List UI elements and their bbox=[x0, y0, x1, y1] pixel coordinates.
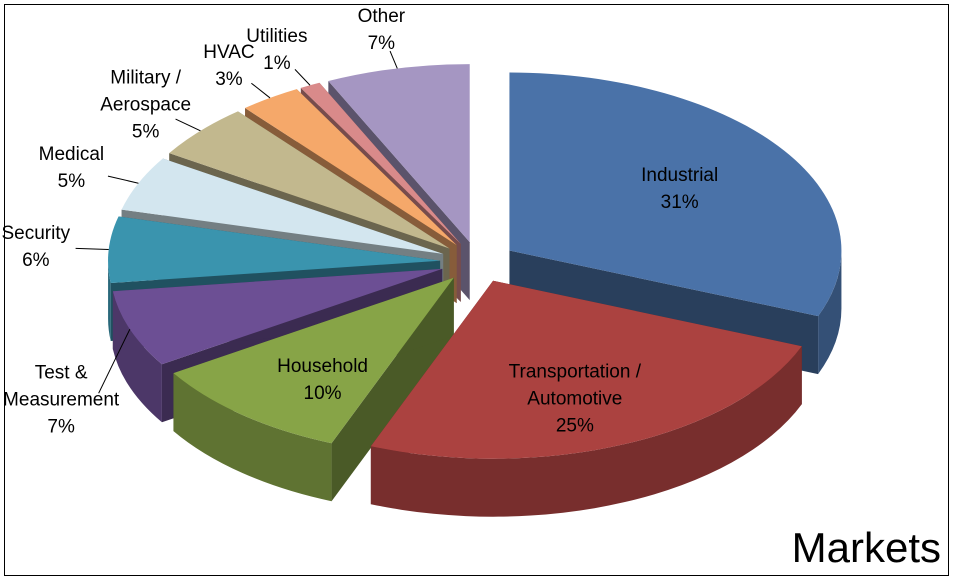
slice-category: Security bbox=[1, 223, 71, 245]
slice-label: Transportation / Automotive 25% bbox=[500, 359, 650, 440]
leader-line bbox=[175, 118, 201, 132]
slice-top bbox=[112, 268, 443, 365]
chart-border bbox=[4, 4, 949, 576]
slice-percent: 31% bbox=[660, 191, 699, 213]
slice-top bbox=[370, 280, 802, 459]
slice-category: Industrial bbox=[641, 164, 719, 186]
slice-category: Utilities bbox=[246, 26, 308, 48]
slice-percent: 3% bbox=[215, 68, 243, 90]
slice-outer-side bbox=[108, 260, 111, 342]
slice-top bbox=[300, 82, 461, 244]
slice-top bbox=[245, 89, 457, 246]
slice-percent: 5% bbox=[57, 170, 86, 192]
slice-percent: 6% bbox=[22, 250, 50, 272]
chart-title: Markets bbox=[791, 524, 941, 571]
slice-label: Industrial 31% bbox=[605, 162, 755, 216]
slice-category: Transportation / Automotive bbox=[508, 361, 642, 410]
leader-line bbox=[294, 69, 311, 86]
leader-line bbox=[75, 247, 109, 251]
slice-outer-side bbox=[112, 291, 162, 423]
slice-category: HVAC bbox=[203, 41, 255, 63]
slice-label: Utilities 1% bbox=[217, 23, 337, 77]
slice-percent: 5% bbox=[131, 121, 160, 143]
slice-percent: 25% bbox=[555, 415, 594, 437]
slice bbox=[370, 280, 802, 517]
slice-label: Military / Aerospace 5% bbox=[86, 64, 206, 145]
leader-line bbox=[107, 175, 139, 184]
slice bbox=[173, 277, 454, 502]
slice-outer-side bbox=[818, 250, 842, 375]
slice-percent: 7% bbox=[47, 416, 75, 438]
slice-outer-side bbox=[370, 346, 802, 517]
slice-top bbox=[169, 111, 450, 249]
leader-line bbox=[251, 82, 271, 99]
slice-label: Medical 5% bbox=[11, 141, 131, 195]
slice-label: Other 7% bbox=[321, 3, 441, 57]
slice-category: Medical bbox=[38, 143, 105, 165]
slice-outer-side bbox=[173, 373, 332, 502]
slice-top bbox=[121, 158, 444, 254]
slice-label: HVAC 3% bbox=[169, 39, 289, 93]
leader-line bbox=[98, 328, 131, 394]
slice-percent: 7% bbox=[367, 33, 396, 55]
slice-top bbox=[173, 277, 454, 444]
slice-percent: 10% bbox=[303, 383, 342, 405]
slice-top bbox=[108, 216, 441, 284]
slice-label: Household 10% bbox=[248, 353, 398, 407]
slice-label: Security 6% bbox=[0, 220, 96, 274]
slice-label: Test & Measurement 7% bbox=[1, 360, 121, 441]
slice-category: Other bbox=[357, 6, 406, 28]
slice-top bbox=[509, 72, 842, 317]
slice-category: Military / Aerospace bbox=[100, 67, 192, 116]
leader-line bbox=[389, 50, 398, 69]
slice-top bbox=[328, 64, 470, 243]
slice-category: Household bbox=[277, 356, 368, 378]
slice-percent: 1% bbox=[263, 53, 291, 75]
slice-category: Test & Measurement bbox=[3, 362, 120, 411]
